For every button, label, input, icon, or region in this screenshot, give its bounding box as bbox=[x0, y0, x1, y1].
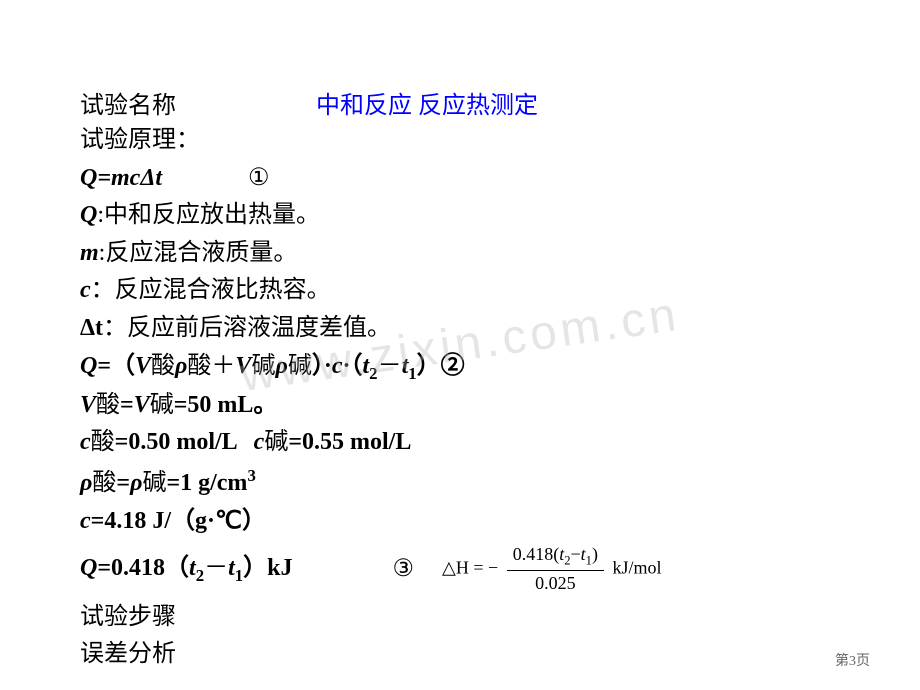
q-symbol: Q bbox=[80, 202, 97, 228]
q-definition: Q:中和反应放出热量。 bbox=[80, 199, 840, 233]
eq2-c: c bbox=[332, 353, 343, 379]
dh-lhs: △H = bbox=[442, 558, 484, 578]
dh-unit: kJ/mol bbox=[612, 558, 661, 578]
eq2-acid2: 酸 bbox=[187, 353, 211, 379]
equation-2: Q=（V酸ρ酸＋V碱ρ碱）·c·（t2－t1）② bbox=[80, 350, 840, 385]
eq2-lp: （ bbox=[111, 353, 135, 379]
v-base-V: V bbox=[134, 392, 150, 418]
eq2-minus: － bbox=[378, 353, 402, 379]
c-values: c酸=0.50 mol/Lc碱=0.55 mol/L bbox=[80, 426, 840, 460]
eq2-Q: Q bbox=[80, 353, 97, 379]
c-symbol: c bbox=[80, 277, 91, 303]
equation-1: Q=mcΔt ① bbox=[80, 162, 840, 196]
eq2-dot1: · bbox=[324, 353, 332, 379]
dt-definition: Δt：反应前后溶液温度差值。 bbox=[80, 312, 840, 346]
experiment-title: 中和反应 反应热测定 bbox=[316, 85, 538, 120]
eq2-rp2: ） bbox=[417, 353, 441, 379]
v-values: V酸=V碱=50 mL。 bbox=[80, 389, 840, 423]
dh-den: 0.025 bbox=[507, 571, 604, 596]
header-row: 试验名称 中和反应 反应热测定 bbox=[80, 85, 840, 120]
dh-minus: − bbox=[571, 544, 581, 564]
eq2-rho2: ρ bbox=[275, 353, 287, 379]
dh-coef: 0.418 bbox=[513, 544, 554, 564]
eq2-plus: ＋ bbox=[211, 353, 235, 379]
rho-sup3: 3 bbox=[247, 466, 255, 485]
c-definition: c：反应混合液比热容。 bbox=[80, 274, 840, 308]
c-heat-val: =4.18 J/（g·℃） bbox=[91, 508, 266, 534]
eq3-sub2: 2 bbox=[196, 566, 204, 585]
c-def-text: ：反应混合液比热容。 bbox=[91, 277, 331, 303]
eq3-minus: － bbox=[204, 555, 228, 581]
experiment-name-label: 试验名称 bbox=[80, 85, 176, 120]
dt-symbol: Δt bbox=[80, 315, 103, 341]
eq2-eq: = bbox=[97, 353, 111, 379]
m-symbol: m bbox=[80, 240, 99, 266]
dh-fraction: 0.418(t2−t1) 0.025 bbox=[507, 542, 604, 596]
eq2-sub2: 2 bbox=[369, 363, 377, 382]
q-def-text: :中和反应放出热量。 bbox=[97, 202, 320, 228]
page-number: 第3页 bbox=[835, 650, 870, 670]
eq3-t2: t bbox=[189, 555, 196, 581]
v-acid-V: V bbox=[80, 392, 96, 418]
eq3-Q: Q bbox=[80, 555, 97, 581]
m-definition: m:反应混合液质量。 bbox=[80, 237, 840, 271]
eq2-lp2: （ bbox=[351, 353, 363, 379]
v-base-lbl: 碱 bbox=[150, 392, 174, 418]
eq2-mark: ② bbox=[441, 353, 465, 379]
eq2-acid1: 酸 bbox=[151, 353, 175, 379]
c-acid-c: c bbox=[80, 429, 91, 455]
rho-acid-lbl: 酸 bbox=[92, 470, 116, 496]
steps-label: 试验步骤 bbox=[80, 601, 840, 635]
delta-h-formula: △H = − 0.418(t2−t1) 0.025 kJ/mol bbox=[442, 542, 661, 596]
eq1-mark: ① bbox=[248, 165, 270, 191]
c-acid-val: =0.50 mol/L bbox=[115, 429, 238, 455]
eq2-base1: 碱 bbox=[251, 353, 275, 379]
rho-eq: = bbox=[116, 470, 130, 496]
equation-3-row: Q=0.418（t2－t1）kJ ③ △H = − 0.418(t2−t1) 0… bbox=[80, 542, 840, 596]
rho-val: =1 g/cm bbox=[166, 470, 247, 496]
eq2-V2: V bbox=[235, 353, 251, 379]
dh-num: 0.418(t2−t1) bbox=[507, 542, 604, 571]
eq1-formula: Q=mcΔt bbox=[80, 165, 162, 191]
dh-neg: − bbox=[488, 558, 498, 578]
eq2-dot2: · bbox=[342, 353, 350, 379]
c-base-c: c bbox=[254, 429, 265, 455]
eq2-V1: V bbox=[135, 353, 151, 379]
eq2-rp: ） bbox=[312, 353, 324, 379]
rho-values: ρ酸=ρ碱=1 g/cm3 bbox=[80, 464, 840, 501]
rho-acid: ρ bbox=[80, 470, 92, 496]
eq2-base2: 碱 bbox=[288, 353, 312, 379]
eq3-mark: ③ bbox=[393, 553, 415, 587]
dt-def-text: ：反应前后溶液温度差值。 bbox=[103, 315, 391, 341]
eq3-suf: ）kJ bbox=[243, 555, 292, 581]
c-base-lbl: 碱 bbox=[264, 429, 288, 455]
principle-label: 试验原理： bbox=[80, 124, 840, 158]
c-acid-lbl: 酸 bbox=[91, 429, 115, 455]
rho-base: ρ bbox=[130, 470, 142, 496]
c-base-val: =0.55 mol/L bbox=[288, 429, 411, 455]
eq2-sub1: 1 bbox=[408, 363, 416, 382]
error-label: 误差分析 bbox=[80, 638, 840, 672]
equation-3: Q=0.418（t2－t1）kJ bbox=[80, 552, 293, 587]
rho-base-lbl: 碱 bbox=[142, 470, 166, 496]
eq3-t1: t bbox=[228, 555, 235, 581]
eq3-sub1: 1 bbox=[235, 566, 243, 585]
m-def-text: :反应混合液质量。 bbox=[99, 240, 298, 266]
eq3-pre: =0.418（ bbox=[97, 555, 189, 581]
slide-content: 试验名称 中和反应 反应热测定 试验原理： Q=mcΔt ① Q:中和反应放出热… bbox=[0, 0, 920, 672]
v-eq1: = bbox=[120, 392, 134, 418]
c-heat-value: c=4.18 J/（g·℃） bbox=[80, 505, 840, 539]
eq2-rho1: ρ bbox=[175, 353, 187, 379]
c-heat-c: c bbox=[80, 508, 91, 534]
v-acid-lbl: 酸 bbox=[96, 392, 120, 418]
v-val: =50 mL。 bbox=[174, 392, 278, 418]
dh-rp: ) bbox=[592, 544, 598, 564]
